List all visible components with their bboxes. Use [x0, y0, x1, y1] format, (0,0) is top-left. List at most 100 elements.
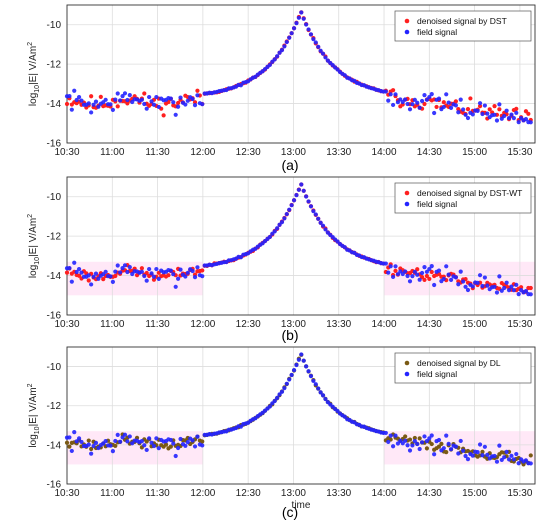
- legend-marker-denoised: [404, 190, 410, 196]
- point-denoised: [526, 111, 531, 116]
- point-field: [470, 112, 475, 117]
- point-field: [429, 92, 434, 97]
- point-field: [497, 443, 502, 448]
- point-field: [388, 92, 393, 97]
- legend-label-field: field signal: [417, 199, 457, 209]
- point-denoised: [125, 101, 130, 106]
- y-tick-label: -12: [47, 232, 62, 243]
- x-tick-label: 13:30: [326, 488, 351, 499]
- point-field: [74, 439, 79, 444]
- point-field: [424, 97, 430, 102]
- point-field: [506, 457, 512, 462]
- point-field: [448, 105, 454, 111]
- point-denoised: [139, 266, 144, 271]
- point-field: [523, 458, 529, 463]
- point-denoised: [166, 273, 171, 278]
- point-field: [403, 269, 408, 274]
- point-denoised: [67, 444, 72, 449]
- point-field: [69, 107, 74, 112]
- point-field: [470, 284, 475, 289]
- point-field: [383, 89, 388, 94]
- point-denoised: [151, 277, 157, 282]
- point-field: [465, 287, 471, 293]
- point-field: [289, 372, 294, 378]
- x-tick-label: 12:30: [236, 319, 261, 330]
- point-field: [76, 266, 82, 272]
- point-field: [504, 280, 509, 285]
- point-denoised: [429, 441, 434, 447]
- point-field: [383, 261, 388, 266]
- point-field: [407, 107, 413, 112]
- point-field: [185, 270, 190, 275]
- point-field: [497, 102, 502, 107]
- point-field: [147, 94, 152, 100]
- point-denoised: [497, 107, 502, 112]
- point-denoised: [487, 107, 492, 112]
- point-field: [306, 199, 311, 204]
- point-field: [130, 271, 135, 277]
- point-denoised: [519, 285, 524, 290]
- point-denoised: [98, 94, 103, 99]
- point-field: [444, 433, 449, 438]
- point-field: [304, 22, 309, 27]
- point-field: [403, 438, 408, 443]
- point-field: [74, 97, 79, 103]
- point-field: [511, 116, 516, 121]
- point-field: [395, 272, 401, 277]
- point-field: [284, 39, 289, 45]
- point-field: [419, 270, 425, 276]
- point-field: [441, 104, 446, 110]
- point-field: [301, 188, 306, 193]
- point-field: [516, 461, 521, 466]
- point-field: [506, 116, 512, 121]
- point-field: [294, 193, 299, 198]
- point-field: [113, 97, 118, 102]
- point-denoised: [195, 88, 200, 93]
- point-field: [267, 234, 273, 240]
- point-field: [388, 264, 393, 269]
- x-tick-label: 12:00: [190, 488, 215, 499]
- point-field: [151, 274, 157, 279]
- point-field: [272, 57, 277, 62]
- point-field: [410, 274, 415, 279]
- point-field: [120, 93, 125, 99]
- point-field: [154, 436, 159, 441]
- point-field: [287, 207, 292, 212]
- point-field: [144, 278, 149, 283]
- x-tick-label: 13:30: [326, 147, 351, 158]
- legend-marker-field: [404, 371, 410, 377]
- point-denoised: [192, 100, 198, 105]
- point-field: [388, 433, 393, 438]
- point-denoised: [422, 101, 427, 107]
- point-field: [69, 279, 74, 284]
- x-tick-label: 14:30: [417, 319, 442, 330]
- point-field: [494, 459, 500, 464]
- point-field: [390, 102, 396, 108]
- point-field: [125, 269, 130, 275]
- point-field: [296, 357, 301, 362]
- point-field: [76, 94, 82, 100]
- point-field: [502, 455, 507, 460]
- point-field: [497, 274, 502, 279]
- point-field: [144, 106, 149, 111]
- point-field: [422, 264, 427, 270]
- y-axis-label: log10|E| V/Am2: [27, 42, 41, 106]
- axes-frame: [66, 346, 536, 485]
- point-denoised: [89, 94, 94, 99]
- point-field: [103, 97, 108, 102]
- point-denoised: [64, 440, 70, 445]
- point-field: [386, 98, 391, 103]
- point-field: [156, 104, 161, 110]
- point-field: [482, 103, 487, 108]
- legend-marker-denoised: [404, 360, 410, 366]
- point-field: [149, 99, 154, 104]
- point-field: [509, 284, 514, 289]
- point-field: [67, 265, 72, 271]
- point-field: [67, 93, 72, 99]
- point-field: [299, 352, 304, 357]
- point-field: [192, 103, 198, 108]
- point-field: [436, 96, 442, 101]
- chart-panel-1: 10:30 11:00 11:30 12:00 12:30 13:00 13:30 14:00…: [27, 4, 536, 173]
- x-tick-label: 14:00: [372, 488, 397, 499]
- point-field: [419, 440, 425, 445]
